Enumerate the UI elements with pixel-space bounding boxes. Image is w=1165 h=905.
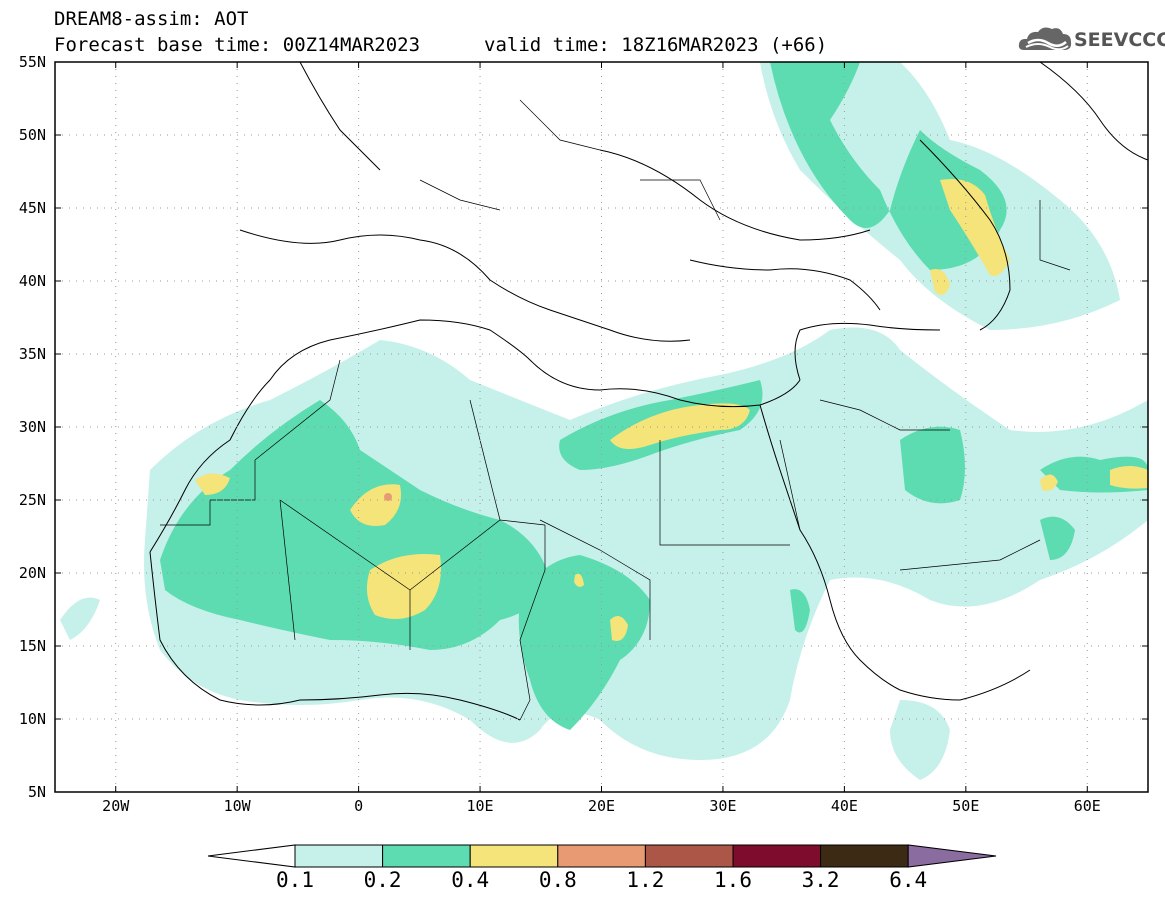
colorbar-box <box>820 844 909 868</box>
lon-label: 40E <box>830 797 858 815</box>
country-borders <box>160 99 1071 721</box>
lat-label: 30N <box>18 418 46 436</box>
colorbar-label: 3.2 <box>801 868 840 892</box>
colorbar-label: 0.8 <box>538 868 577 892</box>
lat-label: 50N <box>18 126 46 144</box>
lon-label: 60E <box>1073 797 1101 815</box>
lat-label: 20N <box>18 564 46 582</box>
lon-label: 30E <box>709 797 737 815</box>
lat-label: 55N <box>18 53 46 71</box>
lat-label: 15N <box>18 637 46 655</box>
lat-label: 5N <box>27 783 46 801</box>
colorbar-label: 0.1 <box>276 868 314 892</box>
colorbar-under-arrow <box>207 844 296 868</box>
lon-label: 20E <box>587 797 616 815</box>
colorbar-box <box>557 844 646 868</box>
colorbar-box <box>732 844 822 868</box>
colorbar-box <box>469 844 559 868</box>
colorbar-over-arrow <box>907 844 997 868</box>
colorbar-box <box>382 844 471 868</box>
lat-label: 10N <box>18 710 46 728</box>
colorbar-label: 6.4 <box>889 868 928 892</box>
valid-time: valid time: 18Z16MAR2023 (+66) <box>484 34 828 56</box>
lat-label: 40N <box>18 272 46 290</box>
lon-label: 10E <box>466 797 494 815</box>
map-title: DREAM8-assim: AOT <box>54 8 249 30</box>
colorbar-box <box>294 844 384 868</box>
colorbar-label: 0.4 <box>451 868 490 892</box>
axis-ticks <box>55 61 1148 793</box>
lon-label: 10W <box>223 797 251 815</box>
logo-text: SEEVCCC <box>1074 29 1165 51</box>
colorbar <box>207 844 997 868</box>
lat-lon-grid <box>55 62 1148 792</box>
lon-label: 50E <box>952 797 980 815</box>
colorbar-box <box>644 844 734 868</box>
lat-label: 35N <box>18 345 46 363</box>
colorbar-label: 0.2 <box>363 868 402 892</box>
lat-label: 25N <box>18 491 46 509</box>
lat-label: 45N <box>18 199 46 217</box>
aot-field-0-4 <box>195 179 1148 641</box>
cloud-logo-icon <box>1018 27 1072 51</box>
coastlines <box>149 62 1148 721</box>
lon-label: 20W <box>102 797 130 815</box>
seevccc-logo: SEEVCCC <box>1018 22 1165 58</box>
forecast-base-time: Forecast base time: 00Z14MAR2023 <box>54 34 421 56</box>
aot-field-0-8 <box>384 493 392 501</box>
colorbar-label: 1.2 <box>626 868 665 892</box>
lon-label: 0 <box>354 797 364 815</box>
colorbar-label: 1.6 <box>714 868 752 892</box>
